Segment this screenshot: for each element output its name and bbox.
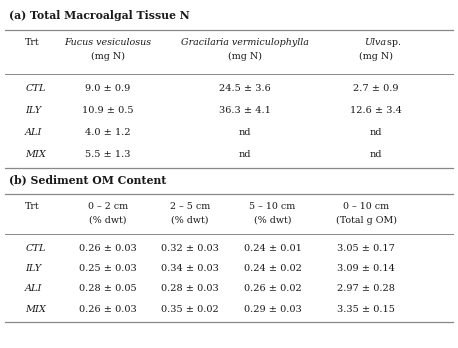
- Text: nd: nd: [369, 150, 382, 159]
- Text: (% dwt): (% dwt): [254, 216, 291, 225]
- Text: 0.26 ± 0.03: 0.26 ± 0.03: [79, 305, 136, 314]
- Text: (a) Total Macroalgal Tissue N: (a) Total Macroalgal Tissue N: [9, 10, 190, 21]
- Text: 2.97 ± 0.28: 2.97 ± 0.28: [338, 284, 395, 293]
- Text: 0 – 10 cm: 0 – 10 cm: [344, 202, 389, 211]
- Text: 5.5 ± 1.3: 5.5 ± 1.3: [85, 150, 131, 159]
- Text: Gracilaria vermiculophylla: Gracilaria vermiculophylla: [181, 38, 309, 47]
- Text: (mg N): (mg N): [91, 52, 125, 61]
- Text: nd: nd: [369, 128, 382, 137]
- Text: CTL: CTL: [25, 84, 46, 93]
- Text: 0.24 ± 0.01: 0.24 ± 0.01: [244, 244, 301, 253]
- Text: 0.26 ± 0.03: 0.26 ± 0.03: [79, 244, 136, 253]
- Text: (mg N): (mg N): [228, 52, 262, 61]
- Text: Ulva: Ulva: [364, 38, 386, 47]
- Text: ILY: ILY: [25, 106, 41, 115]
- Text: ILY: ILY: [25, 264, 41, 273]
- Text: 0.28 ± 0.05: 0.28 ± 0.05: [79, 284, 136, 293]
- Text: CTL: CTL: [25, 244, 46, 253]
- Text: MIX: MIX: [25, 150, 46, 159]
- Text: 24.5 ± 3.6: 24.5 ± 3.6: [219, 84, 271, 93]
- Text: ALI: ALI: [25, 284, 43, 293]
- Text: nd: nd: [239, 150, 251, 159]
- Text: (b) Sediment OM Content: (b) Sediment OM Content: [9, 174, 167, 185]
- Text: 0.25 ± 0.03: 0.25 ± 0.03: [79, 264, 136, 273]
- Text: 2.7 ± 0.9: 2.7 ± 0.9: [353, 84, 398, 93]
- Text: Fucus vesiculosus: Fucus vesiculosus: [64, 38, 151, 47]
- Text: 10.9 ± 0.5: 10.9 ± 0.5: [82, 106, 133, 115]
- Text: 3.05 ± 0.17: 3.05 ± 0.17: [338, 244, 395, 253]
- Text: ALI: ALI: [25, 128, 43, 137]
- Text: 4.0 ± 1.2: 4.0 ± 1.2: [85, 128, 131, 137]
- Text: Trt: Trt: [25, 38, 40, 47]
- Text: nd: nd: [239, 128, 251, 137]
- Text: sp.: sp.: [384, 38, 401, 47]
- Text: (mg N): (mg N): [359, 52, 393, 61]
- Text: 0 – 2 cm: 0 – 2 cm: [87, 202, 128, 211]
- Text: (% dwt): (% dwt): [89, 216, 126, 225]
- Text: 0.24 ± 0.02: 0.24 ± 0.02: [244, 264, 301, 273]
- Text: 0.26 ± 0.02: 0.26 ± 0.02: [244, 284, 301, 293]
- Text: 3.09 ± 0.14: 3.09 ± 0.14: [338, 264, 395, 273]
- Text: (% dwt): (% dwt): [171, 216, 209, 225]
- Text: 0.32 ± 0.03: 0.32 ± 0.03: [161, 244, 219, 253]
- Text: 12.6 ± 3.4: 12.6 ± 3.4: [349, 106, 402, 115]
- Text: 5 – 10 cm: 5 – 10 cm: [250, 202, 295, 211]
- Text: (Total g OM): (Total g OM): [336, 216, 397, 225]
- Text: 36.3 ± 4.1: 36.3 ± 4.1: [219, 106, 271, 115]
- Text: MIX: MIX: [25, 305, 46, 314]
- Text: Trt: Trt: [25, 202, 40, 211]
- Text: 0.29 ± 0.03: 0.29 ± 0.03: [244, 305, 301, 314]
- Text: 0.35 ± 0.02: 0.35 ± 0.02: [161, 305, 219, 314]
- Text: 9.0 ± 0.9: 9.0 ± 0.9: [85, 84, 130, 93]
- Text: 0.28 ± 0.03: 0.28 ± 0.03: [161, 284, 219, 293]
- Text: 2 – 5 cm: 2 – 5 cm: [170, 202, 210, 211]
- Text: 3.35 ± 0.15: 3.35 ± 0.15: [338, 305, 395, 314]
- Text: 0.34 ± 0.03: 0.34 ± 0.03: [161, 264, 219, 273]
